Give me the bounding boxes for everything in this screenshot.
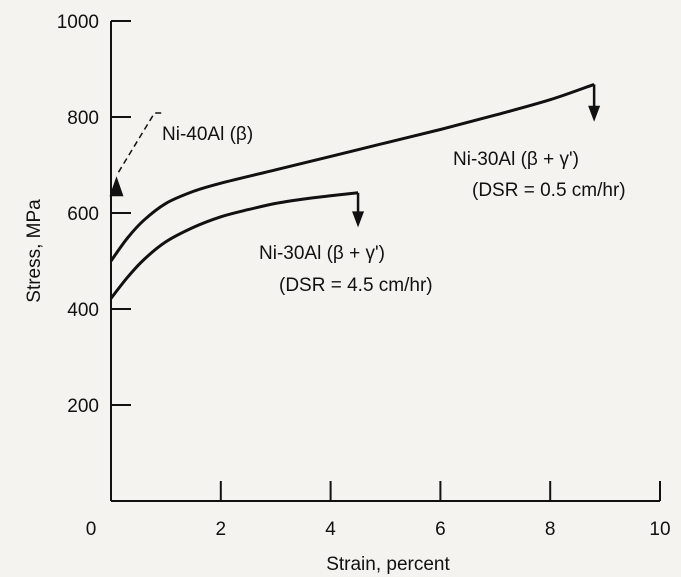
y-tick-label: 800 [67, 108, 99, 129]
fracture-arrow-head-1 [352, 211, 365, 228]
series-line-0 [109, 82, 595, 262]
point-label-ni40al: Ni-40Al (β) [162, 124, 253, 145]
x-tick-label: 0 [86, 519, 97, 540]
y-axis-label: Stress, MPa [24, 199, 45, 303]
x-tick-label: 8 [545, 519, 556, 540]
marks [109, 84, 601, 228]
y-tick-label: 400 [67, 300, 99, 321]
axes [110, 21, 660, 502]
y-tick-label: 1000 [57, 12, 99, 33]
series-label-dsr45-line2: (DSR = 4.5 cm/hr) [279, 275, 433, 296]
fracture-arrow-head-0 [588, 105, 601, 122]
ticks: 0 2 4 6 8 10 200 400 600 800 1000 [57, 12, 671, 540]
x-tick-label: 10 [649, 519, 670, 540]
y-tick-label: 600 [67, 204, 99, 225]
series-label-dsr05-line1: Ni-30Al (β + γ') [453, 149, 579, 170]
point-leader-0 [117, 112, 165, 173]
series-label-dsr05-line2: (DSR = 0.5 cm/hr) [472, 180, 626, 201]
x-axis-label: Strain, percent [326, 554, 450, 575]
y-tick-label: 200 [67, 396, 99, 417]
series-label-dsr45-line1: Ni-30Al (β + γ') [259, 243, 385, 264]
series-line-1 [109, 191, 359, 300]
x-tick-label: 2 [216, 519, 227, 540]
x-tick-label: 4 [325, 519, 336, 540]
curves [109, 82, 595, 300]
point-marker-triangle-0 [109, 176, 124, 197]
x-tick-label: 6 [435, 519, 446, 540]
